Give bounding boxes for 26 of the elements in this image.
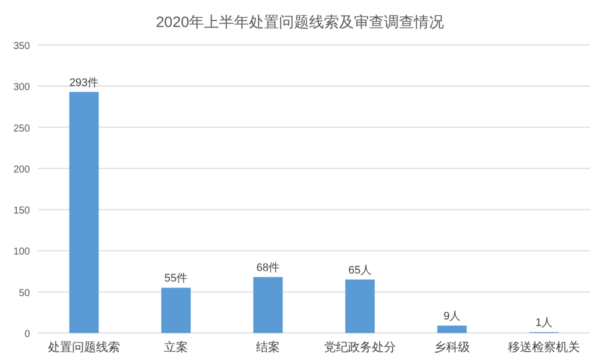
chart-title: 2020年上半年处置问题线索及审查调查情况: [156, 14, 444, 31]
y-tick-label: 0: [24, 329, 30, 340]
y-tick-label: 350: [13, 41, 30, 52]
data-label: 68件: [256, 262, 280, 274]
data-label: 9人: [443, 310, 461, 323]
bar: [345, 280, 375, 333]
x-tick-label: 乡科级: [434, 340, 470, 354]
x-tick-label: 处置问题线索: [48, 340, 120, 354]
y-tick-label: 200: [13, 164, 30, 176]
data-label: 293件: [69, 76, 99, 89]
bar: [437, 326, 467, 333]
bar: [161, 288, 191, 333]
y-tick-label: 300: [13, 82, 30, 94]
x-tick-label: 结案: [256, 340, 280, 354]
x-tick-label: 党纪政务处分: [324, 340, 396, 354]
x-tick-label: 立案: [164, 340, 188, 354]
y-tick-label: 150: [13, 206, 30, 217]
y-tick-label: 100: [13, 246, 30, 258]
x-tick-label: 移送检察机关: [508, 340, 580, 354]
data-label: 1人: [535, 317, 553, 330]
bar: [253, 277, 283, 333]
data-label: 55件: [164, 272, 188, 285]
y-tick-label: 250: [13, 123, 30, 134]
bar: [69, 92, 99, 333]
y-tick-label: 50: [18, 288, 30, 299]
data-label: 65人: [348, 264, 372, 277]
